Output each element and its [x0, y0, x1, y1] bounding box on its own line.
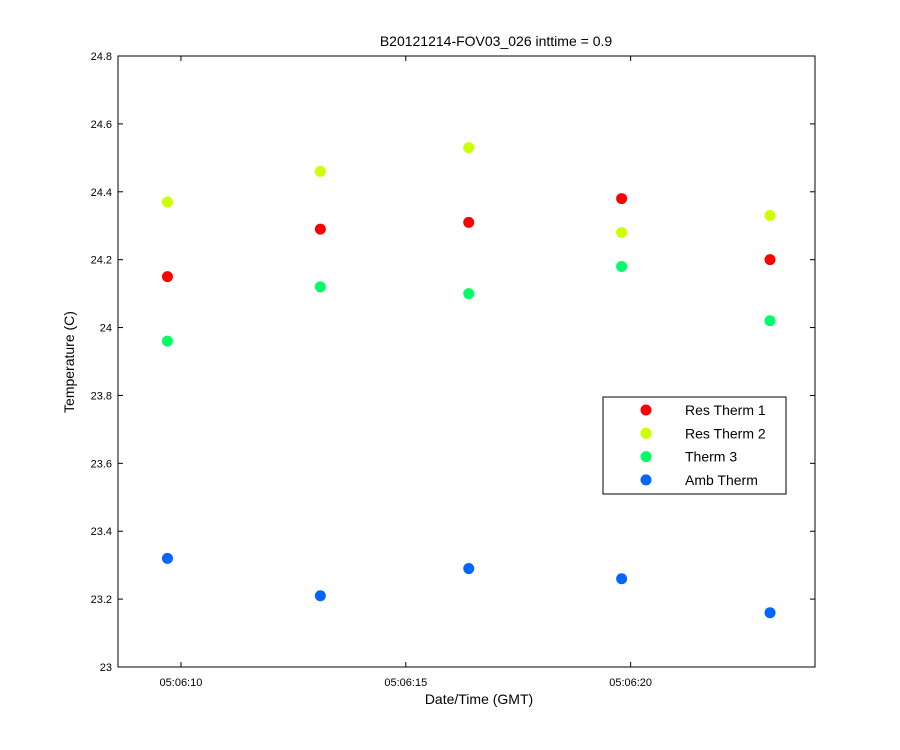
y-tick-label: 24.6: [91, 119, 112, 131]
legend-marker: [640, 404, 652, 416]
point-res-therm-2: [463, 142, 475, 154]
legend-label: Amb Therm: [685, 472, 758, 488]
point-res-therm-2: [161, 196, 173, 208]
legend-label: Res Therm 1: [685, 402, 766, 418]
y-tick-label: 24.2: [91, 255, 112, 267]
point-res-therm-1: [616, 193, 628, 205]
legend-box: [602, 396, 787, 495]
point-res-therm-2: [314, 165, 326, 177]
point-therm-3: [314, 281, 326, 293]
y-tick-label: 24: [100, 323, 112, 335]
legend-marker: [640, 427, 652, 439]
point-res-therm-1: [161, 271, 173, 283]
point-amb-therm: [161, 552, 173, 564]
legend-label: Res Therm 2: [685, 425, 766, 441]
y-axis-ticks: 23 23.2 23.4 23.6 23.8 24 24.2 24.4 24.6 24.8: [91, 51, 815, 674]
legend-marker: [640, 474, 652, 486]
legend-marker: [640, 451, 652, 463]
x-axis-title: Date/Time (GMT): [425, 691, 533, 707]
data-points: [161, 142, 776, 619]
point-res-therm-1: [463, 216, 475, 228]
point-amb-therm: [764, 607, 776, 619]
x-tick-label: 05:06:20: [609, 677, 652, 689]
y-tick-label: 23: [100, 662, 112, 674]
x-tick-label: 05:06:15: [384, 677, 427, 689]
point-therm-3: [463, 288, 475, 300]
point-therm-3: [764, 315, 776, 327]
point-amb-therm: [314, 590, 326, 602]
chart-title: B20121214-FOV03_026 inttime = 0.9: [380, 33, 613, 49]
y-axis-title: Temperature (C): [61, 311, 77, 413]
point-therm-3: [616, 260, 628, 272]
legend: Res Therm 1 Res Therm 2 Therm 3 Amb Therm: [602, 396, 787, 495]
y-tick-label: 23.6: [91, 458, 112, 470]
point-res-therm-2: [616, 227, 628, 239]
point-res-therm-1: [314, 223, 326, 235]
y-tick-label: 23.8: [91, 390, 112, 402]
y-tick-label: 24.4: [91, 187, 112, 199]
x-axis-ticks: 05:06:10 05:06:15 05:06:20: [160, 56, 652, 689]
legend-label: Therm 3: [685, 449, 737, 465]
point-amb-therm: [463, 563, 475, 575]
y-tick-label: 24.8: [91, 51, 112, 63]
x-tick-label: 05:06:10: [160, 677, 203, 689]
y-tick-label: 23.4: [91, 526, 112, 538]
point-therm-3: [161, 335, 173, 347]
point-res-therm-1: [764, 254, 776, 266]
point-res-therm-2: [764, 210, 776, 222]
y-tick-label: 23.2: [91, 594, 112, 606]
point-amb-therm: [616, 573, 628, 585]
